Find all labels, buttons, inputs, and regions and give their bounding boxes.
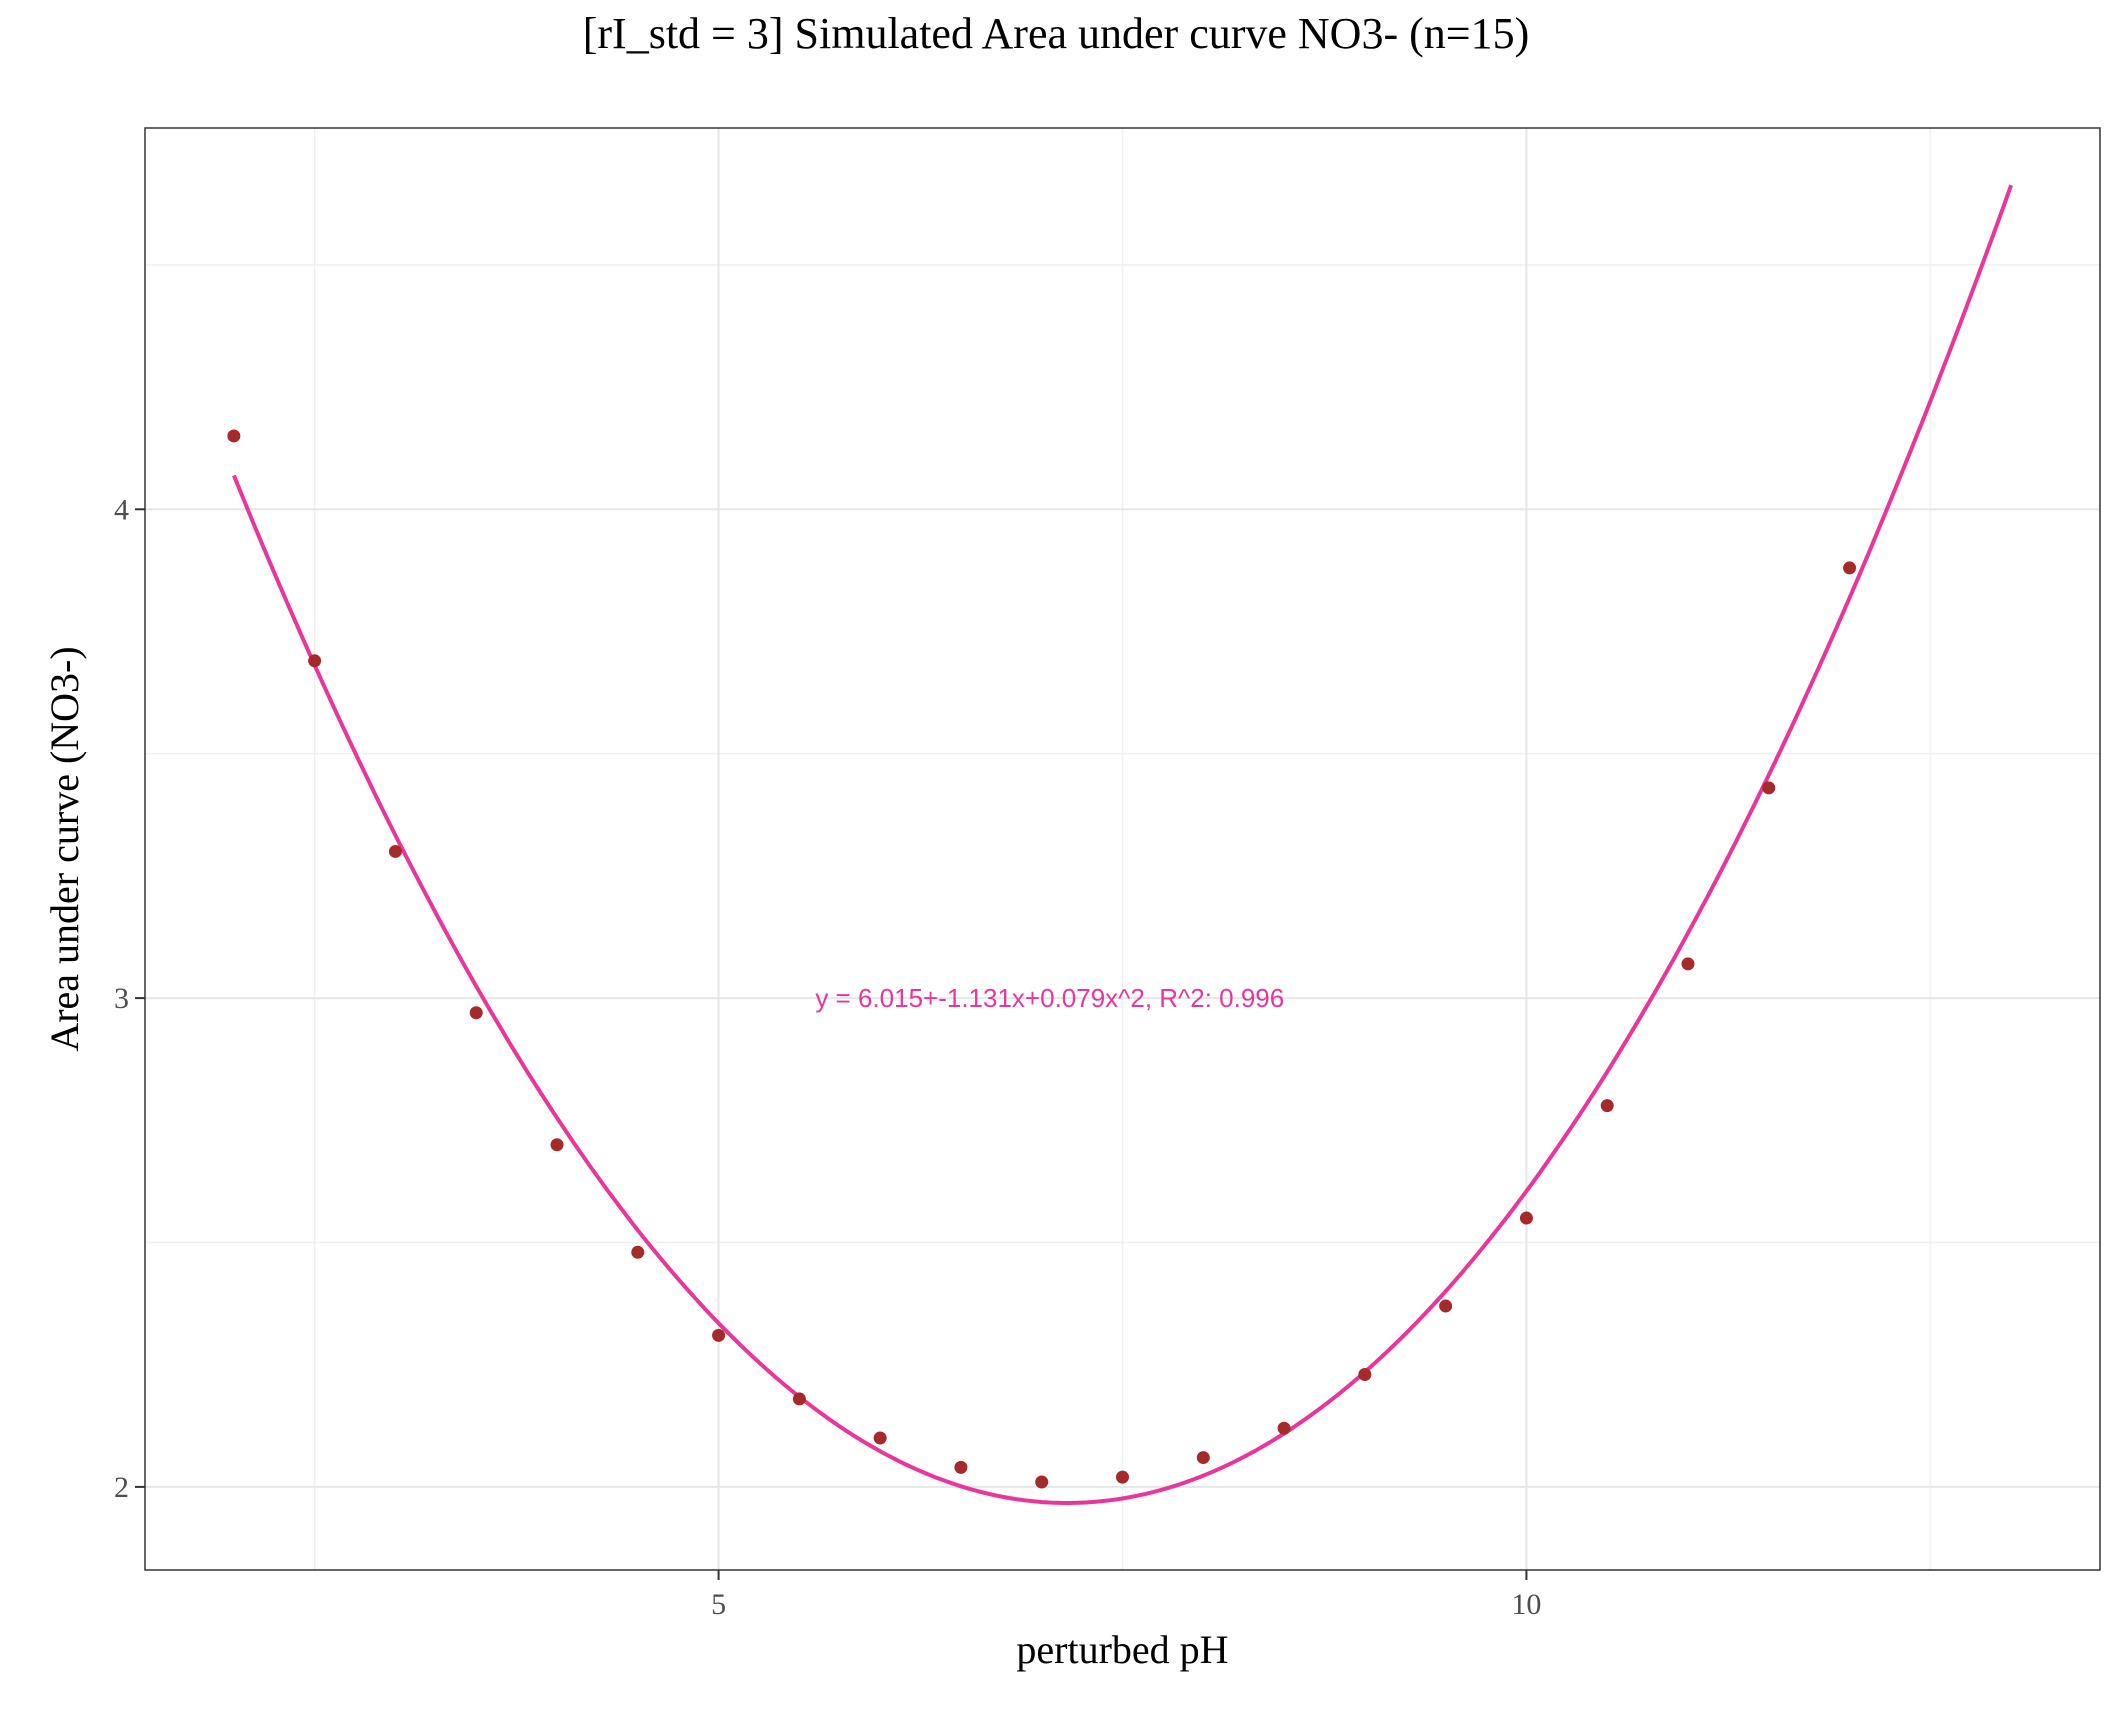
data-point: [954, 1460, 968, 1474]
data-point: [550, 1138, 564, 1152]
axes: 5 10 2 3 4: [114, 493, 1541, 1621]
fit-curve-layer: [232, 184, 2013, 1506]
data-point: [873, 1431, 887, 1445]
y-tick-label: 4: [114, 493, 129, 526]
data-point: [1116, 1470, 1129, 1484]
data-point: [1035, 1475, 1049, 1489]
fit-equation-annotation: y = 6.015+-1.131x+0.079x^2, R^2: 0.996: [815, 983, 1284, 1013]
data-point: [1519, 1211, 1533, 1225]
data-point: [1681, 957, 1695, 971]
data-point: [1196, 1451, 1210, 1465]
chart-title: [rI_std = 3] Simulated Area under curve …: [582, 9, 1530, 58]
data-point: [792, 1392, 806, 1406]
data-point: [1358, 1367, 1372, 1381]
data-point: [469, 1006, 483, 1020]
panel-border: [144, 127, 2101, 1571]
y-tick-label: 3: [114, 982, 129, 1015]
data-point: [712, 1328, 726, 1342]
data-point: [1762, 781, 1776, 795]
data-point: [1277, 1421, 1291, 1435]
data-point: [1439, 1299, 1453, 1313]
x-tick-label: 5: [711, 1588, 726, 1621]
fit-curve: [232, 184, 2013, 1506]
data-point: [388, 844, 402, 858]
annotations: y = 6.015+-1.131x+0.079x^2, R^2: 0.996: [815, 983, 1284, 1013]
y-axis-title: Area under curve (NO3-): [42, 646, 87, 1051]
data-point: [308, 654, 322, 668]
data-point: [631, 1245, 645, 1259]
x-axis-title: perturbed pH: [1016, 1627, 1228, 1672]
data-point: [1600, 1099, 1614, 1113]
data-point: [227, 429, 241, 443]
y-tick-label: 2: [114, 1471, 129, 1504]
minor-grid: [145, 128, 2100, 1570]
data-points: [227, 429, 1857, 1489]
x-tick-label: 10: [1511, 1588, 1541, 1621]
data-point: [1843, 561, 1857, 575]
